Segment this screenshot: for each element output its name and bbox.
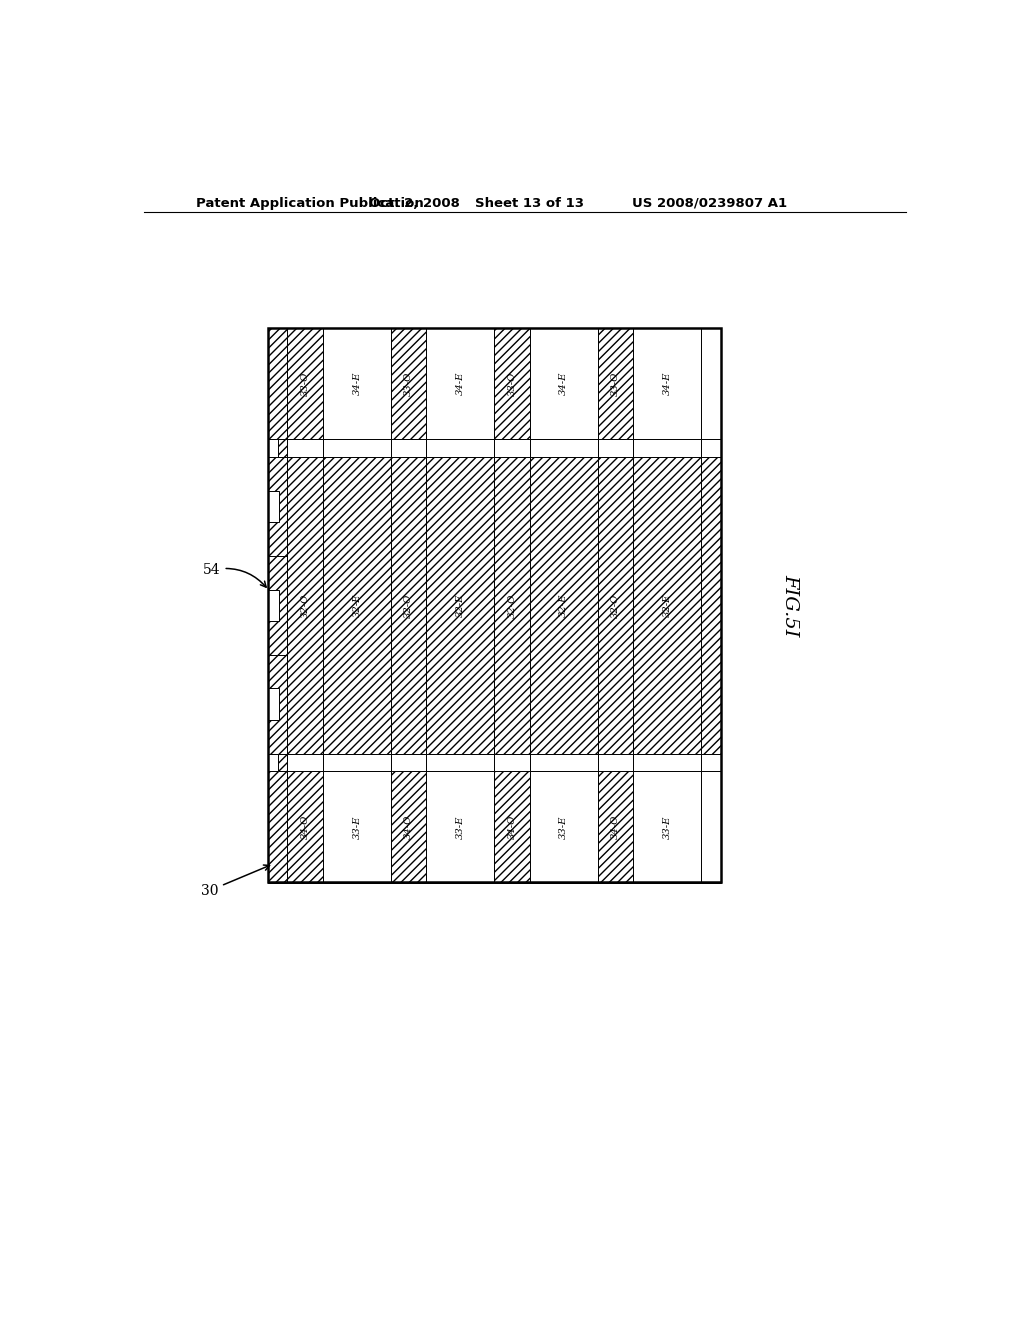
Bar [598,327,633,440]
Bar [267,754,288,771]
Text: US 2008/0239807 A1: US 2008/0239807 A1 [632,197,786,210]
Bar [267,327,721,882]
Text: 34-E: 34-E [559,372,568,395]
Bar [324,327,391,440]
Text: 33-O: 33-O [301,371,310,396]
Bar [633,771,700,883]
Bar [288,754,324,771]
Bar [598,771,633,883]
Bar [324,771,391,883]
Bar [426,754,495,771]
Text: 32-E: 32-E [663,594,672,616]
Bar [529,754,598,771]
Bar [700,327,721,440]
Bar [495,327,529,440]
Text: 33-E: 33-E [559,816,568,838]
Bar [700,440,721,457]
Bar [288,327,324,440]
Bar [529,327,598,440]
Bar [495,440,529,457]
Bar [529,457,598,754]
Text: 32-O: 32-O [508,593,516,618]
Text: 30: 30 [201,865,269,898]
Bar [426,327,495,440]
Bar [529,771,598,883]
Bar [633,457,700,754]
Text: 34-E: 34-E [663,372,672,395]
Bar [495,457,529,754]
Text: 32-E: 32-E [352,594,361,616]
Bar [267,440,279,457]
Text: 32-O: 32-O [611,593,620,618]
Bar [288,457,324,754]
Bar [324,754,391,771]
Bar [267,327,288,440]
Text: 54: 54 [203,562,266,587]
Text: 33-E: 33-E [663,816,672,838]
Text: 32-E: 32-E [559,594,568,616]
Text: 33-E: 33-E [352,816,361,838]
Bar [700,754,721,771]
Text: FIG.5I: FIG.5I [781,574,800,636]
Bar [529,440,598,457]
Bar [598,457,633,754]
Text: 34-O: 34-O [301,814,310,840]
Bar [633,754,700,771]
Text: 33-O: 33-O [508,371,516,396]
Bar [633,327,700,440]
Bar [391,440,426,457]
Bar [288,771,324,883]
Bar [700,457,721,754]
Text: 32-O: 32-O [404,593,413,618]
Bar [598,440,633,457]
Bar [267,689,280,719]
Bar [426,440,495,457]
Bar [391,327,426,440]
Bar [391,457,426,754]
Bar [267,590,280,622]
Text: Sheet 13 of 13: Sheet 13 of 13 [475,197,584,210]
Bar [267,754,279,771]
Bar [495,754,529,771]
Bar [267,440,288,457]
Bar [267,457,288,754]
Text: 34-E: 34-E [456,372,465,395]
Text: 34-O: 34-O [508,814,516,840]
Bar [700,771,721,883]
Text: 33-E: 33-E [456,816,465,838]
Bar [495,771,529,883]
Bar [391,754,426,771]
Bar [598,754,633,771]
Bar [324,457,391,754]
Bar [426,457,495,754]
Bar [267,491,280,523]
Bar [426,771,495,883]
Bar [391,771,426,883]
Text: 32-O: 32-O [301,593,310,618]
Text: 32-E: 32-E [456,594,465,616]
Text: 33-O: 33-O [611,371,620,396]
Bar [324,440,391,457]
Bar [633,440,700,457]
Text: Patent Application Publication: Patent Application Publication [197,197,424,210]
Text: 34-E: 34-E [352,372,361,395]
Text: 34-O: 34-O [611,814,620,840]
Text: Oct. 2, 2008: Oct. 2, 2008 [370,197,460,210]
Bar [288,440,324,457]
Text: 34-O: 34-O [404,814,413,840]
Text: 33-O: 33-O [404,371,413,396]
Bar [267,771,288,883]
